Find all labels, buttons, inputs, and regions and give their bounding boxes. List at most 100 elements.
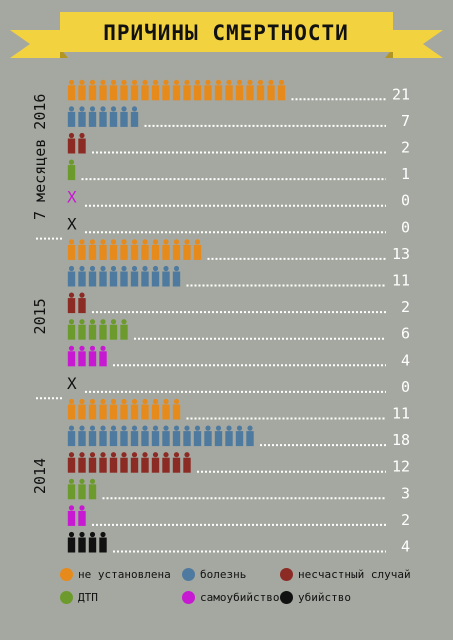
person-icon-head xyxy=(163,452,169,458)
person-icon-body xyxy=(193,431,202,447)
person-icon-body xyxy=(67,510,76,526)
person-icon-head xyxy=(89,345,96,351)
person-icon-head xyxy=(215,79,222,85)
person-icon-head xyxy=(100,452,106,458)
person-icon-body xyxy=(88,351,97,367)
person-icon-body xyxy=(130,244,139,260)
chart-title: ПРИЧИНЫ СМЕРТНОСТИ xyxy=(103,21,349,45)
value-label: 0 xyxy=(401,192,410,210)
person-icon-body xyxy=(109,431,118,447)
person-icon-head xyxy=(68,531,75,538)
person-icon-body xyxy=(151,457,160,473)
person-icon-body xyxy=(78,271,86,287)
person-icon-body xyxy=(120,111,128,127)
value-label: 2 xyxy=(401,139,410,157)
person-icon-head xyxy=(68,106,75,112)
person-icon-head xyxy=(131,106,138,112)
pictogram-bar xyxy=(67,79,286,101)
person-icon-head xyxy=(68,79,75,85)
person-icon-body xyxy=(141,457,149,473)
person-icon-head xyxy=(68,452,75,458)
person-icon-body xyxy=(99,351,107,367)
person-icon-head xyxy=(268,79,274,85)
person-icon-body xyxy=(130,431,139,447)
person-icon-body xyxy=(88,85,97,101)
person-icon-body xyxy=(88,484,97,500)
legend-dot-green xyxy=(60,591,73,604)
person-icon-body xyxy=(78,537,86,553)
person-icon-body xyxy=(67,537,76,553)
value-label: 13 xyxy=(392,245,410,263)
ribbon-main xyxy=(60,12,393,52)
person-icon-head xyxy=(163,239,169,245)
person-icon-head xyxy=(121,425,127,431)
person-icon-head xyxy=(68,319,75,325)
person-icon-body xyxy=(246,85,254,101)
zero-marker: X xyxy=(67,214,77,233)
person-icon-body xyxy=(120,431,128,447)
legend-label: убийство xyxy=(298,591,351,604)
value-label: 7 xyxy=(401,112,410,130)
person-icon-body xyxy=(109,324,118,340)
person-icon-body xyxy=(88,271,97,287)
pictogram-bar xyxy=(67,452,191,473)
person-icon-head xyxy=(100,345,106,351)
pictogram-bar xyxy=(67,159,76,181)
person-icon-head xyxy=(173,398,180,405)
person-icon-body xyxy=(151,85,160,101)
value-label: 0 xyxy=(401,218,410,236)
person-icon-head xyxy=(79,505,85,511)
person-icon-body xyxy=(67,111,76,127)
person-icon-head xyxy=(194,79,201,85)
legend: не установлена болезнь несчастный случай… xyxy=(60,568,450,604)
pictogram-bar xyxy=(67,478,97,500)
person-icon-body xyxy=(151,244,160,260)
pictogram-bar xyxy=(67,265,181,287)
person-icon-body xyxy=(162,404,170,420)
person-icon-head xyxy=(68,425,75,431)
person-icon-body xyxy=(277,85,286,101)
person-icon-head xyxy=(68,239,75,245)
person-icon-head xyxy=(131,398,138,405)
person-icon-head xyxy=(121,265,127,272)
legend-label: ДТП xyxy=(78,591,98,604)
person-icon-head xyxy=(236,79,243,85)
person-icon-body xyxy=(67,298,76,314)
person-icon-head xyxy=(152,425,159,431)
person-icon-head xyxy=(100,398,106,405)
person-icon-body xyxy=(151,404,160,420)
person-icon-head xyxy=(110,425,117,431)
person-icon-head xyxy=(79,425,85,431)
person-icon-head xyxy=(89,478,96,484)
person-icon-head xyxy=(89,319,96,325)
person-icon-head xyxy=(152,79,159,85)
person-icon-head xyxy=(79,452,85,458)
person-icon-head xyxy=(121,319,127,325)
person-icon-head xyxy=(163,398,169,405)
person-icon-head xyxy=(142,452,148,458)
value-label: 18 xyxy=(392,431,410,449)
person-icon-head xyxy=(121,398,127,405)
person-icon-body xyxy=(225,431,233,447)
value-label: 0 xyxy=(401,378,410,396)
person-icon-body xyxy=(172,431,181,447)
person-icon-head xyxy=(89,239,96,245)
person-icon-body xyxy=(78,111,86,127)
person-icon-body xyxy=(78,138,86,154)
person-icon-head xyxy=(131,239,138,245)
person-icon-head xyxy=(110,319,117,325)
person-icon-body xyxy=(256,85,265,101)
person-icon-head xyxy=(173,79,180,85)
person-icon-body xyxy=(99,404,107,420)
person-icon-head xyxy=(247,79,253,85)
person-icon-head xyxy=(89,398,96,405)
person-icon-body xyxy=(67,244,76,260)
person-icon-body xyxy=(88,324,97,340)
pictogram-bar xyxy=(67,505,86,526)
person-icon-head xyxy=(79,398,85,405)
person-icon-body xyxy=(130,111,139,127)
person-icon-head xyxy=(79,478,85,484)
person-icon-head xyxy=(142,239,148,245)
pictogram-bar xyxy=(67,106,139,127)
person-icon-body xyxy=(67,457,76,473)
